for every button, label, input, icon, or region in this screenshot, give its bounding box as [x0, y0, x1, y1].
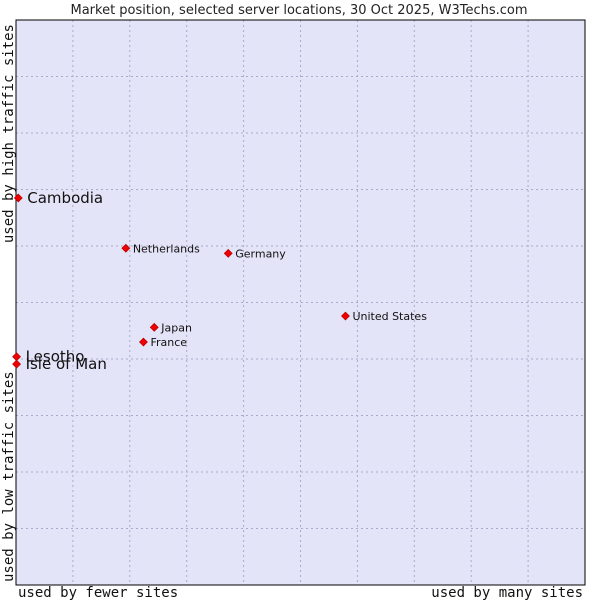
point-marker-germany — [223, 248, 233, 258]
point-marker-japan — [149, 322, 159, 332]
gridlines — [16, 20, 585, 585]
point-label-netherlands: Netherlands — [133, 242, 200, 255]
point-marker-united-states — [341, 311, 350, 321]
y-axis-label-top: used by high traffic sites — [1, 24, 17, 243]
point-marker-france — [139, 337, 148, 347]
point-marker-cambodia — [13, 193, 23, 203]
point-label-isle-of-man: Isle of Man — [26, 355, 107, 373]
point-label-united-states: United States — [352, 310, 427, 323]
point-label-germany: Germany — [235, 247, 286, 260]
y-axis-label-bottom: used by low traffic sites — [1, 371, 17, 582]
x-axis-label-right: used by many sites — [431, 585, 583, 600]
point-marker-isle-of-man — [12, 359, 21, 369]
chart-title: Market position, selected server locatio… — [70, 3, 527, 18]
x-axis-label-left: used by fewer sites — [18, 585, 178, 600]
point-marker-netherlands — [121, 243, 131, 253]
plot-border — [15, 19, 586, 586]
point-label-japan: Japan — [160, 321, 192, 334]
point-label-france: France — [150, 336, 187, 349]
point-label-lesotho: Lesotho — [26, 348, 85, 366]
data-points: Cambodia Netherlands Germany United States J… — [12, 189, 427, 373]
point-label-cambodia: Cambodia — [27, 189, 103, 207]
